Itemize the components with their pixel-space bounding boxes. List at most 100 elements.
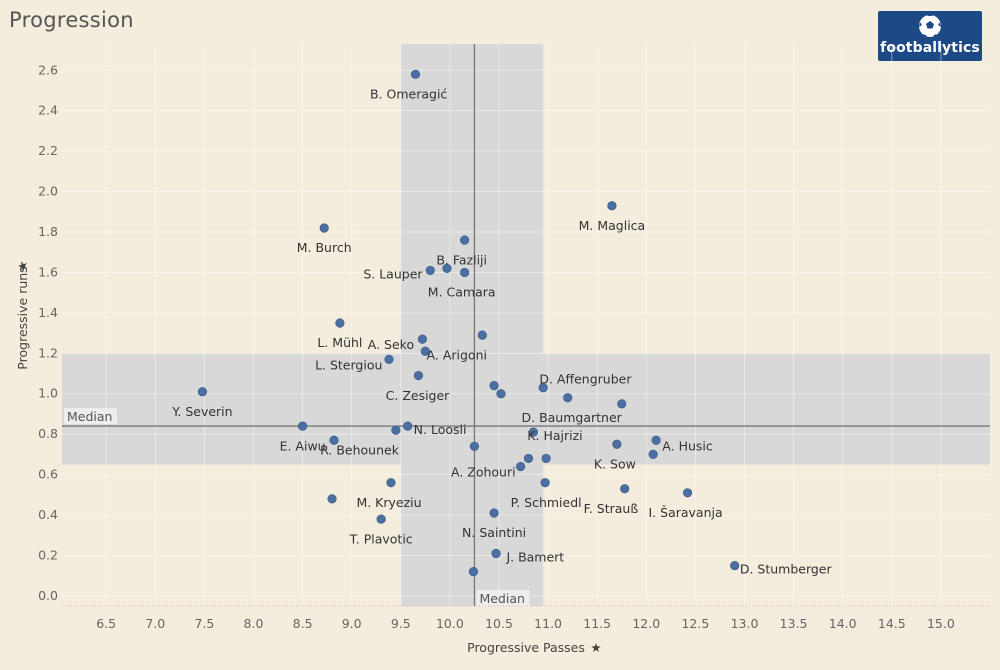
data-label: T. Plavotic (349, 531, 413, 546)
data-point[interactable] (730, 560, 740, 571)
data-label: D. Baumgartner (522, 410, 623, 425)
data-point[interactable] (335, 318, 345, 328)
data-point[interactable] (489, 508, 499, 518)
y-axis: 0.0 0.2 0.4 0.6 0.8 1.0 1.2 1.4 1.6 1.8 2.0 2.2 2.4 2… (38, 62, 58, 603)
data-label: N. Saintini (462, 525, 526, 540)
data-point[interactable] (523, 453, 534, 464)
data-point[interactable] (327, 494, 337, 504)
data-point[interactable] (460, 267, 470, 278)
data-point[interactable] (376, 514, 386, 524)
data-label: K. Hajrizi (527, 428, 582, 443)
data-point[interactable] (425, 265, 435, 276)
y-tick-label: 1.0 (38, 386, 58, 401)
data-label: M. Camara (428, 285, 496, 300)
x-tick-label: 11.5 (583, 616, 611, 631)
median-y-tag: Median (67, 409, 112, 424)
median-lines: Median Median (62, 44, 990, 606)
data-point[interactable] (496, 389, 506, 399)
y-tick-label: 0.8 (38, 426, 58, 441)
y-tick-label: 1.4 (38, 305, 58, 320)
data-label: I. Šaravanja (649, 505, 723, 520)
data-point[interactable] (420, 346, 430, 356)
data-point[interactable] (563, 393, 573, 403)
data-point[interactable] (648, 449, 658, 459)
data-point[interactable] (538, 383, 548, 393)
y-tick-label: 1.8 (38, 224, 58, 239)
data-label: B. Fazliji (436, 252, 487, 267)
data-point[interactable] (468, 567, 479, 577)
median-y-tag-bg (64, 408, 117, 425)
data-labels: B. Omeragić M. Maglica M. Burch B. Fazliji S… (171, 87, 832, 577)
x-tick-label: 10.0 (436, 616, 464, 631)
horizontal-band (62, 353, 990, 465)
x-tick-label: 14.0 (829, 616, 857, 631)
data-point[interactable] (617, 399, 627, 409)
y-axis-pin-icon[interactable]: ★ (15, 260, 30, 271)
y-tick-label: 2.2 (38, 143, 58, 158)
data-point[interactable] (460, 235, 470, 245)
x-tick-label: 8.0 (244, 616, 264, 631)
x-tick-label: 9.0 (342, 616, 362, 631)
y-tick-label: 0.6 (38, 467, 58, 482)
data-label: C. Zesiger (386, 388, 451, 403)
x-tick-label: 8.5 (293, 616, 313, 631)
y-tick-label: 1.6 (38, 264, 58, 279)
y-axis-title: Progressive runs (15, 266, 30, 369)
data-label: N. Loosli (414, 422, 467, 437)
data-point[interactable] (410, 69, 421, 79)
football-icon (918, 14, 942, 38)
data-point[interactable] (528, 427, 538, 437)
chart-title: Progression (9, 8, 134, 32)
x-tick-label: 6.5 (96, 616, 116, 631)
data-point[interactable] (491, 548, 501, 559)
data-label: A. Seko (368, 337, 414, 352)
data-point[interactable] (612, 439, 622, 449)
data-point[interactable] (489, 381, 499, 391)
x-tick-label: 12.5 (681, 616, 709, 631)
x-axis-pin-icon[interactable]: ★ (590, 640, 601, 655)
data-point[interactable] (386, 478, 396, 488)
data-point[interactable] (540, 478, 550, 488)
grid (62, 44, 990, 606)
data-point[interactable] (515, 461, 526, 472)
y-tick-label: 1.2 (38, 345, 58, 360)
data-point[interactable] (391, 425, 401, 435)
data-point[interactable] (682, 488, 693, 498)
data-point[interactable] (541, 453, 551, 464)
data-label: J. Bamert (505, 549, 564, 564)
y-tick-label: 2.4 (38, 103, 58, 118)
data-point[interactable] (319, 223, 329, 233)
x-tick-label: 11.0 (534, 616, 562, 631)
data-label: L. Stergiou (315, 357, 382, 372)
x-tick-label: 13.0 (731, 616, 759, 631)
data-point[interactable] (469, 441, 480, 451)
data-point[interactable] (384, 354, 394, 364)
data-point[interactable] (477, 330, 487, 340)
data-label: B. Omeragić (370, 87, 447, 102)
x-axis-title: Progressive Passes (467, 640, 585, 655)
data-point[interactable] (197, 387, 208, 397)
x-tick-label: 9.5 (391, 616, 411, 631)
data-point[interactable] (417, 334, 427, 344)
x-tick-label: 7.0 (145, 616, 165, 631)
x-tick-label: 10.5 (485, 616, 513, 631)
data-point[interactable] (442, 263, 452, 273)
data-point[interactable] (403, 421, 413, 431)
data-point[interactable] (413, 370, 424, 381)
data-label: M. Maglica (579, 218, 646, 233)
data-point[interactable] (329, 435, 339, 445)
data-point[interactable] (297, 421, 308, 431)
data-label: E. Aiwu (280, 438, 326, 453)
data-label: R. Behounek (320, 442, 400, 457)
data-point[interactable] (607, 201, 617, 211)
data-label: M. Kryeziu (356, 495, 421, 510)
data-label: D. Stumberger (740, 562, 833, 577)
data-point[interactable] (620, 484, 630, 494)
brand-logo[interactable]: footballytics (878, 11, 982, 61)
y-tick-label: 2.6 (38, 62, 58, 77)
vertical-band (400, 44, 544, 606)
data-points (197, 69, 740, 577)
x-tick-label: 13.5 (780, 616, 808, 631)
data-point[interactable] (651, 435, 661, 445)
